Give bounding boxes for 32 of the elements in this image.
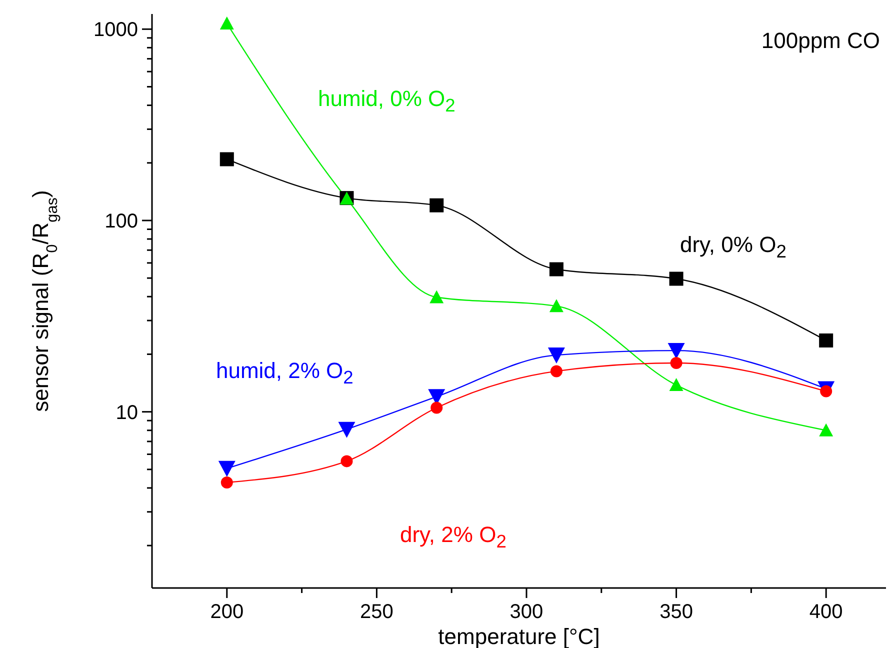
x-tick-label: 400 [809,601,843,623]
point [338,422,356,438]
x-tick-label: 300 [510,601,544,623]
point [220,476,233,489]
point [549,262,564,276]
point [220,16,234,30]
x-tick-label: 200 [210,601,244,623]
point [549,299,564,312]
series-label: humid, 0% O$_{2}$ [318,86,456,116]
text: dry, 2% O$_{2}$ [400,522,506,552]
point [668,343,685,360]
point [340,455,353,468]
point [819,333,834,348]
point [430,402,443,414]
y-tick-label: 10 [116,402,138,424]
annotation: 100ppm CO [761,28,880,54]
point [670,356,682,369]
point [218,460,236,477]
point [220,152,234,166]
y-tick-label: 1000 [94,19,138,42]
point [548,348,565,364]
point [819,423,834,436]
point [550,365,562,378]
point [669,272,684,286]
point [430,290,444,304]
series-label: dry, 0% O$_{2}$ [680,232,786,262]
point [669,378,684,392]
x-tick-label: 350 [660,601,693,623]
y-tick-label: 100 [104,210,138,232]
series-label: humid, 2% O$_{2}$ [216,358,354,388]
point [430,198,444,212]
x-tick-label: 250 [360,601,394,623]
